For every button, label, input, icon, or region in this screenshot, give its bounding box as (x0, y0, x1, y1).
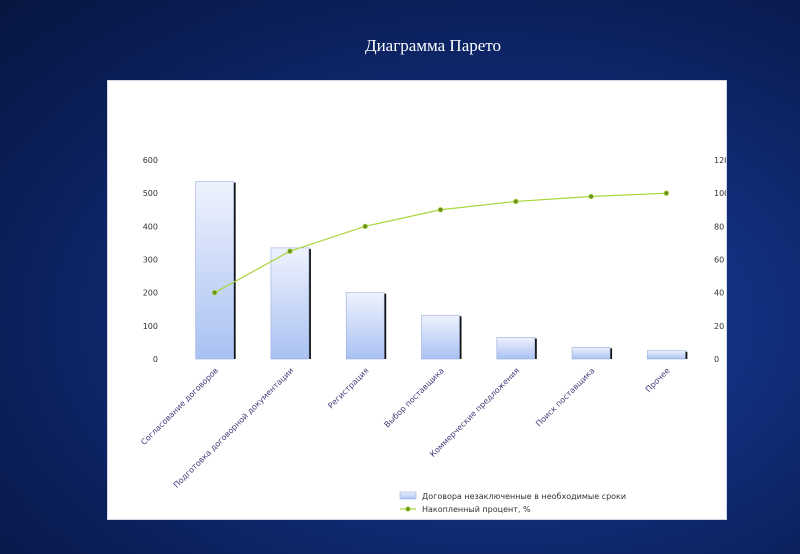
legend-bar-swatch (399, 491, 417, 500)
pareto-chart: 0 100 200 300 400 500 600 0 20 40 60 80 100 120 Согл… (139, 156, 726, 514)
right-tick-label: 20 (714, 322, 724, 331)
cumulative-line-series (211, 190, 670, 296)
category-label: Коммерческие предложения (428, 366, 521, 459)
slide-title: Диаграмма Парето (364, 36, 502, 55)
left-tick-label: 600 (143, 156, 158, 165)
bar (195, 181, 234, 360)
line-point (437, 207, 444, 213)
category-label: Прочее (644, 366, 672, 394)
line-point (362, 223, 368, 230)
right-axis: 0 20 40 60 80 100 120 (714, 156, 726, 364)
right-tick-label: 120 (714, 156, 726, 165)
category-label: Подготовка договорной документации (172, 366, 296, 490)
right-tick-label: 60 (714, 256, 724, 265)
legend: Договора незаключенные в необходимые сро… (399, 491, 626, 514)
right-tick-label: 40 (714, 289, 724, 298)
category-label: Согласование договоров (139, 366, 220, 447)
chart-panel: 0 100 200 300 400 500 600 0 20 40 60 80 100 120 Согл… (107, 80, 727, 520)
left-tick-label: 0 (153, 355, 158, 364)
right-tick-label: 100 (714, 189, 726, 198)
legend-line-marker (405, 506, 411, 512)
line-point (211, 289, 218, 296)
line-point (588, 193, 594, 200)
left-tick-label: 400 (143, 222, 158, 231)
line-point (663, 190, 670, 196)
left-tick-label: 100 (143, 322, 158, 331)
bar (345, 292, 385, 360)
left-tick-label: 200 (143, 289, 158, 298)
left-tick-label: 500 (143, 189, 158, 198)
bar (270, 247, 310, 360)
right-tick-label: 0 (714, 355, 719, 364)
legend-bar-label: Договора незаключенные в необходимые сро… (422, 492, 626, 501)
category-label: Поиск поставщика (534, 366, 596, 428)
bar (647, 350, 686, 360)
bar-series (195, 181, 688, 360)
bar (496, 337, 536, 360)
left-tick-label: 300 (143, 256, 158, 265)
legend-line-label: Накопленный процент, % (422, 505, 531, 514)
line-point (513, 198, 519, 205)
right-tick-label: 80 (714, 222, 724, 231)
line-point (287, 248, 293, 254)
bar (571, 347, 611, 360)
left-axis: 0 100 200 300 400 500 600 (143, 156, 158, 364)
bar (421, 314, 460, 360)
category-label: Регистрация (326, 366, 370, 410)
category-label: Выбор поставщика (383, 366, 446, 429)
